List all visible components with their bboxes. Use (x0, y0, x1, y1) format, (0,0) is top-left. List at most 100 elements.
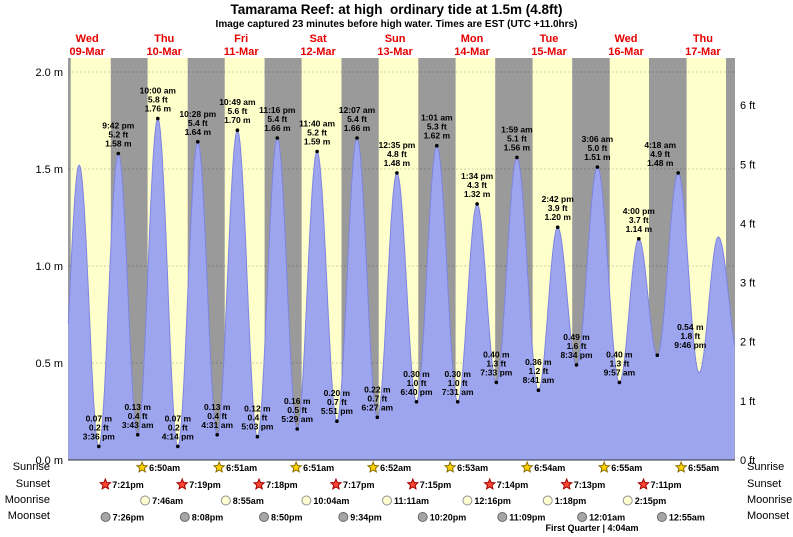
tide-point (375, 415, 380, 420)
tide-annotation: 10:49 am (219, 97, 256, 107)
moonset-time: 9:34pm (350, 513, 382, 523)
day-label-date: 11-Mar (224, 46, 260, 58)
tide-annotation: 0.40 m (483, 349, 510, 359)
tide-annotation: 0.13 m (124, 402, 151, 412)
sunrise-row-label-right: Sunrise (747, 461, 785, 473)
tide-annotation: 0.4 ft (247, 413, 267, 423)
moonset-icon (338, 512, 349, 522)
day-label-name: Wed (76, 33, 99, 45)
tide-annotation: 5:51 pm (321, 406, 354, 416)
tide-annotation: 0.12 m (244, 404, 271, 414)
tide-annotation: 5.1 ft (507, 133, 527, 143)
tide-point (455, 400, 460, 404)
tide-annotation: 0.30 m (403, 369, 430, 379)
sunrise-time: 6:50am (149, 463, 180, 473)
tide-point (637, 237, 641, 241)
tide-annotation: 0.20 m (324, 388, 351, 398)
tide-annotation: 11:40 am (299, 119, 335, 129)
tide-point (494, 380, 499, 385)
y-tick-ft: 2 ft (740, 337, 755, 349)
tide-annotation: 9:57 am (604, 367, 636, 377)
tide-point (355, 136, 359, 140)
night-band (726, 58, 735, 460)
tide-annotation: 3.9 ft (548, 203, 568, 213)
tide-annotation: 1:34 pm (461, 171, 494, 181)
moonset-icon (259, 512, 269, 522)
tide-point (617, 380, 622, 385)
tide-annotation: 5.3 ft (427, 122, 447, 132)
sunrise-icon (212, 460, 226, 473)
tide-annotation: 1.56 m (504, 142, 531, 152)
tide-annotation: 1.62 m (424, 131, 451, 141)
tide-annotation: 0.54 m (677, 322, 704, 332)
tide-point (335, 419, 339, 424)
tide-annotation: 1.51 m (584, 152, 611, 162)
sunset-time: 7:19pm (189, 480, 221, 490)
day-label-date: 12-Mar (300, 46, 336, 58)
tide-annotation: 1.14 m (626, 224, 653, 234)
tide-point (555, 225, 560, 229)
tide-point (295, 427, 300, 431)
sunset-time: 7:14pm (497, 480, 529, 490)
tide-annotation: 8:41 am (523, 375, 555, 385)
tide-annotation: 12:35 pm (378, 140, 415, 150)
sunset-time: 7:21pm (112, 480, 144, 490)
tide-annotation: 1:59 am (501, 124, 533, 134)
tide-point (574, 363, 579, 367)
tide-annotation: 10:28 pm (179, 109, 216, 119)
sunrise-icon (366, 460, 380, 473)
sunset-row-label-right: Sunset (747, 478, 782, 490)
tide-annotation: 0.7 ft (367, 393, 387, 403)
sunrise-icon (674, 460, 688, 473)
tide-point (395, 171, 399, 175)
tide-annotation: 0.40 m (606, 349, 633, 359)
tide-annotation: 4.3 ft (467, 180, 487, 190)
tide-annotation: 1.2 ft (528, 366, 548, 376)
tide-annotation: 0.5 ft (287, 405, 307, 415)
sunset-icon (252, 477, 266, 490)
day-label-name: Tue (540, 33, 559, 45)
tide-point (315, 149, 319, 154)
sunrise-time: 6:51am (303, 463, 334, 473)
moonset-icon (656, 512, 667, 522)
tide-point (97, 444, 101, 449)
tide-point (655, 353, 660, 358)
tide-annotation: 1.48 m (647, 158, 674, 168)
tide-annotation: 1.8 ft (680, 331, 700, 341)
tide-point (255, 434, 260, 439)
moonset-time: 10:20pm (430, 513, 467, 523)
moonrise-time: 2:15pm (635, 496, 667, 506)
tide-annotation: 1.3 ft (486, 358, 506, 368)
moonrise-icon (220, 495, 231, 506)
sunrise-icon (597, 460, 611, 473)
day-label-name: Sat (310, 33, 327, 45)
tide-annotation: 9:42 pm (102, 121, 135, 131)
tide-annotation: 5.8 ft (148, 95, 168, 105)
tide-annotation: 1.48 m (384, 158, 411, 168)
moonrise-time: 8:55am (233, 496, 264, 506)
sunset-time: 7:11pm (651, 480, 682, 490)
y-tick-ft: 4 ft (740, 219, 755, 231)
tide-area (68, 118, 735, 460)
sunrise-time: 6:55am (611, 463, 642, 473)
y-tick-ft: 0 ft (740, 455, 755, 467)
y-tick-ft: 1 ft (740, 396, 755, 408)
tide-annotation: 0.36 m (525, 357, 552, 367)
tide-annotation: 3:36 pm (83, 431, 116, 441)
moonrise-row-label-left: Moonrise (4, 494, 50, 506)
sunset-icon (637, 477, 650, 490)
moonset-icon (497, 512, 508, 522)
day-label-name: Sun (385, 33, 406, 45)
tide-annotation: 5.6 ft (227, 106, 247, 116)
day-label-date: 13-Mar (377, 46, 413, 58)
tide-annotation: 11:16 pm (259, 105, 296, 115)
tide-point (475, 202, 479, 206)
tide-annotation: 8:34 pm (560, 350, 593, 360)
tide-curve (67, 117, 736, 448)
moonrise-icon (301, 495, 312, 506)
sunset-icon (329, 477, 343, 490)
tide-annotation: 6:40 pm (400, 387, 433, 397)
tide-point (215, 433, 219, 437)
tide-annotation: 0.2 ft (89, 422, 109, 432)
moonrise-icon (462, 495, 473, 506)
